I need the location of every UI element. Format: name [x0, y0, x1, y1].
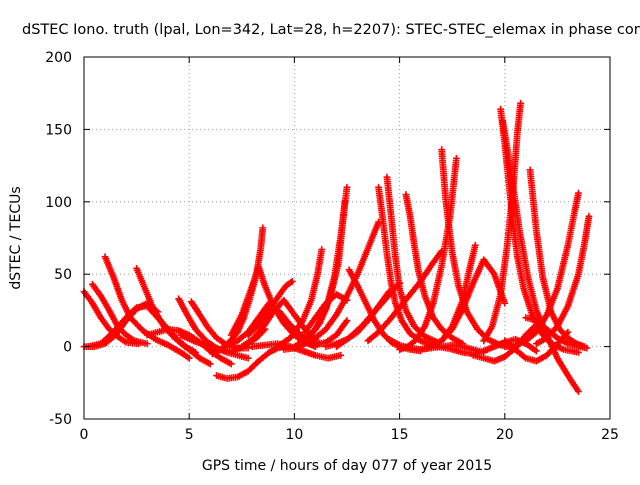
data-series: [383, 173, 441, 346]
data-point: [343, 296, 351, 304]
plot-frame: [83, 56, 611, 420]
data-series: [469, 321, 540, 365]
x-tick-label: 20: [496, 427, 514, 443]
data-point: [192, 348, 199, 356]
data-points: [80, 99, 593, 395]
data-point: [501, 299, 509, 307]
data-series: [501, 189, 582, 350]
y-tick-label: -50: [49, 412, 72, 428]
x-tick-label: 25: [601, 427, 619, 443]
data-point: [575, 388, 582, 395]
axis-ticks: [83, 56, 611, 420]
data-series: [301, 291, 351, 336]
data-series: [480, 99, 524, 345]
y-tick-label: 150: [45, 122, 72, 138]
data-point: [459, 340, 467, 348]
data-series: [187, 298, 252, 352]
data-series: [501, 328, 572, 365]
data-point: [453, 154, 460, 162]
data-series: [427, 241, 479, 350]
data-series: [244, 278, 296, 339]
data-point: [337, 351, 345, 359]
data-point: [288, 278, 296, 285]
x-tick-label: 10: [285, 427, 303, 443]
data-series: [274, 246, 326, 350]
x-tick-label: 15: [391, 427, 409, 443]
data-point: [318, 246, 326, 253]
data-point: [185, 354, 193, 362]
y-axis-label: dSTEC / TECUs: [8, 186, 24, 289]
x-tick-labels: 0 5 10 15 20 25: [80, 427, 619, 443]
data-point: [585, 212, 593, 220]
data-series: [133, 265, 199, 356]
data-point: [583, 344, 591, 352]
data-series: [295, 198, 349, 348]
data-series: [532, 212, 593, 348]
data-point: [532, 347, 540, 355]
data-point: [471, 241, 479, 249]
y-tick-label: 50: [54, 267, 72, 283]
x-axis-label: GPS time / hours of day 077 of year 2015: [202, 458, 492, 474]
data-series: [80, 288, 143, 348]
data-point: [244, 344, 252, 352]
data-point: [575, 348, 582, 356]
data-point: [532, 321, 540, 329]
data-point: [563, 330, 571, 337]
data-point: [343, 317, 351, 324]
data-point: [227, 360, 235, 368]
data-point: [259, 224, 267, 232]
data-series: [402, 191, 467, 348]
data-series: [375, 183, 458, 353]
x-tick-label: 5: [185, 427, 194, 443]
data-point: [143, 340, 151, 348]
data-point: [341, 198, 349, 206]
chart-title: dSTEC Iono. truth (lpal, Lon=342, Lat=28…: [22, 22, 640, 38]
data-point: [244, 354, 252, 362]
y-tick-label: 100: [45, 195, 72, 211]
data-point: [206, 360, 214, 368]
y-tick-label: 200: [45, 50, 72, 66]
data-series: [499, 117, 582, 395]
data-point: [564, 328, 572, 336]
data-point: [517, 99, 524, 107]
data-point: [575, 189, 582, 197]
data-point: [343, 183, 351, 191]
y-tick-labels: -50 0 50 100 150 200: [45, 50, 72, 428]
y-tick-label: 0: [63, 340, 72, 356]
x-tick-label: 0: [80, 427, 89, 443]
